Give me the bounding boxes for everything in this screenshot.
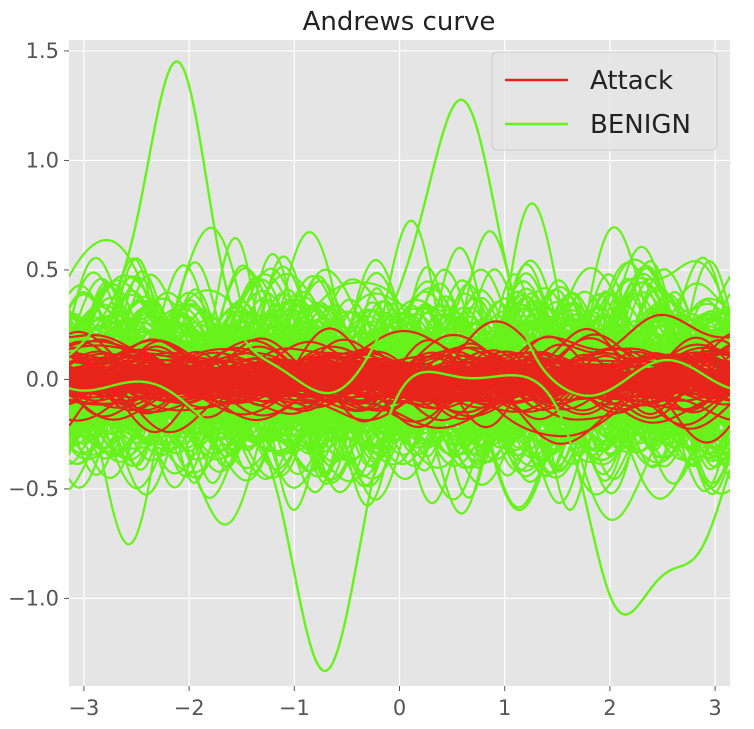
x-tick-label: −3 (68, 696, 99, 720)
benign-outlier-curve (69, 370, 730, 673)
benign-curve (69, 219, 730, 512)
legend-label: BENIGN (590, 110, 691, 140)
attack-curve (69, 370, 730, 403)
chart-title: Andrews curve (303, 7, 496, 37)
attack-curve (69, 355, 730, 395)
attack-curve (69, 362, 730, 407)
benign-outlier-curve (69, 60, 730, 397)
axis-layer: −3 −2 −1 0 1 2 3 −1.0 −0.5 0.0 0.5 1.0 1.5 (8, 39, 722, 720)
benign-curve (69, 259, 730, 469)
y-tick-label: −1.0 (8, 586, 59, 610)
legend-label: Attack (590, 66, 673, 96)
y-tick-label: 1.5 (26, 39, 59, 63)
x-tick-label: 1 (498, 696, 511, 720)
y-tick-label: 1.0 (26, 148, 59, 172)
attack-curve (69, 360, 730, 402)
legend-box (491, 51, 718, 151)
benign-curve (69, 268, 730, 471)
legend: Attack BENIGN (491, 51, 718, 151)
y-tick-label: −0.5 (8, 477, 59, 501)
x-tick-label: 3 (708, 696, 721, 720)
x-tick-label: 2 (603, 696, 616, 720)
x-tick-label: 0 (393, 696, 406, 720)
x-tick-label: −1 (279, 696, 310, 720)
curves-layer (69, 60, 730, 673)
y-tick-label: 0.0 (26, 367, 59, 391)
y-tick-label: 0.5 (26, 258, 59, 282)
x-tick-label: −2 (174, 696, 205, 720)
